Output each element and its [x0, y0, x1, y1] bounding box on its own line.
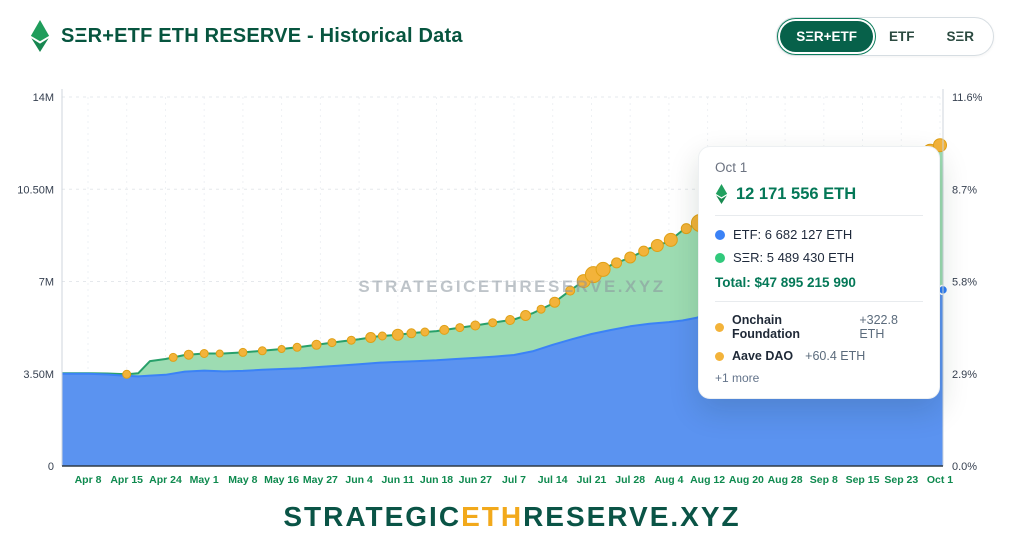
svg-text:Aug 20: Aug 20: [729, 474, 764, 486]
event-delta: +322.8 ETH: [859, 313, 898, 341]
svg-text:Jun 11: Jun 11: [381, 474, 414, 486]
tooltip-ser-value: SΞR: 5 489 430 ETH: [733, 250, 855, 265]
svg-text:Jul 28: Jul 28: [615, 474, 645, 486]
toggle-etf[interactable]: ETF: [873, 21, 931, 52]
tooltip-headline: 12 171 556 ETH: [715, 184, 923, 204]
tooltip-etf-row: ETF: 6 682 127 ETH: [715, 227, 923, 242]
eth-diamond-icon: [30, 20, 50, 52]
event-delta: +60.4 ETH: [805, 349, 866, 363]
eth-diamond-icon: [715, 184, 728, 204]
event-dot-icon: [715, 351, 724, 361]
tooltip-total-eth: 12 171 556 ETH: [736, 184, 857, 203]
svg-text:Aug 28: Aug 28: [768, 474, 803, 486]
tooltip-more-events[interactable]: +1 more: [715, 371, 760, 385]
footer-brand: STRATEGICETHRESERVE.XYZ: [0, 501, 1024, 533]
tooltip-total-usd: Total: $47 895 215 990: [715, 275, 856, 290]
svg-text:May 16: May 16: [264, 474, 299, 486]
svg-text:0.0%: 0.0%: [952, 461, 977, 473]
svg-text:7M: 7M: [39, 277, 54, 289]
event-dot-icon: [715, 322, 724, 332]
svg-text:5.8%: 5.8%: [952, 277, 977, 289]
footer-eth: ETH: [461, 501, 524, 532]
svg-text:11.6%: 11.6%: [952, 92, 983, 104]
svg-text:Sep 15: Sep 15: [846, 474, 880, 486]
svg-text:Jun 18: Jun 18: [420, 474, 453, 486]
footer-strategic: STRATEGIC: [283, 501, 462, 532]
svg-text:May 27: May 27: [303, 474, 338, 486]
divider: [715, 215, 923, 216]
svg-text:Jul 21: Jul 21: [577, 474, 607, 486]
ser-dot-icon: [715, 252, 725, 263]
view-toggle: SΞR+ETF ETF SΞR: [776, 16, 994, 56]
footer-xyz: .XYZ: [670, 501, 741, 532]
y-axis-left-labels: 0 3.50M 7M 10.50M 14M: [17, 92, 54, 473]
etf-dot-icon: [715, 229, 725, 240]
svg-text:Apr 8: Apr 8: [75, 474, 102, 486]
tooltip-etf-value: ETF: 6 682 127 ETH: [733, 227, 853, 242]
svg-text:Oct 1: Oct 1: [927, 474, 953, 486]
svg-text:Sep 23: Sep 23: [884, 474, 918, 486]
chart-watermark: STRATEGICETHRESERVE.XYZ: [358, 277, 666, 296]
brand: SΞR+ETF ETH RESERVE - Historical Data: [30, 20, 463, 52]
svg-text:Jun 27: Jun 27: [459, 474, 492, 486]
chart-tooltip: Oct 1 12 171 556 ETH ETF: 6 682 127 ETH …: [698, 146, 940, 399]
svg-text:May 8: May 8: [228, 474, 257, 486]
svg-text:3.50M: 3.50M: [23, 369, 54, 381]
svg-text:8.7%: 8.7%: [952, 184, 977, 196]
event-name: Aave DAO: [732, 349, 794, 363]
x-axis-labels: Apr 8 Apr 15 Apr 24 May 1 May 8 May 16 May 27 J…: [75, 474, 954, 486]
tooltip-event-row: Aave DAO +60.4 ETH: [715, 349, 923, 363]
event-name: Onchain Foundation: [732, 313, 801, 341]
svg-text:Apr 24: Apr 24: [149, 474, 182, 486]
tooltip-ser-row: SΞR: 5 489 430 ETH: [715, 250, 923, 265]
svg-text:Aug 12: Aug 12: [690, 474, 725, 486]
svg-text:Apr 15: Apr 15: [110, 474, 143, 486]
toggle-ser[interactable]: SΞR: [931, 21, 990, 52]
svg-text:2.9%: 2.9%: [952, 369, 977, 381]
svg-text:Jul 14: Jul 14: [538, 474, 568, 486]
tooltip-event-row: Onchain Foundation +322.8 ETH: [715, 313, 923, 341]
svg-text:14M: 14M: [33, 92, 54, 104]
page-title: SΞR+ETF ETH RESERVE - Historical Data: [61, 24, 463, 47]
svg-text:Aug 4: Aug 4: [654, 474, 683, 486]
svg-text:May 1: May 1: [190, 474, 219, 486]
svg-text:Sep 8: Sep 8: [810, 474, 838, 486]
svg-text:Jul 7: Jul 7: [502, 474, 526, 486]
footer-reserve: RESERVE: [523, 501, 671, 532]
tooltip-date: Oct 1: [715, 160, 748, 175]
divider: [715, 301, 923, 302]
header: SΞR+ETF ETH RESERVE - Historical Data SΞ…: [0, 0, 1024, 72]
svg-text:Jun 4: Jun 4: [345, 474, 373, 486]
y-axis-right-labels: 0.0% 2.9% 5.8% 8.7% 11.6%: [952, 92, 983, 473]
svg-text:0: 0: [48, 461, 54, 473]
svg-text:10.50M: 10.50M: [17, 184, 54, 196]
toggle-ser-etf[interactable]: SΞR+ETF: [780, 20, 874, 52]
